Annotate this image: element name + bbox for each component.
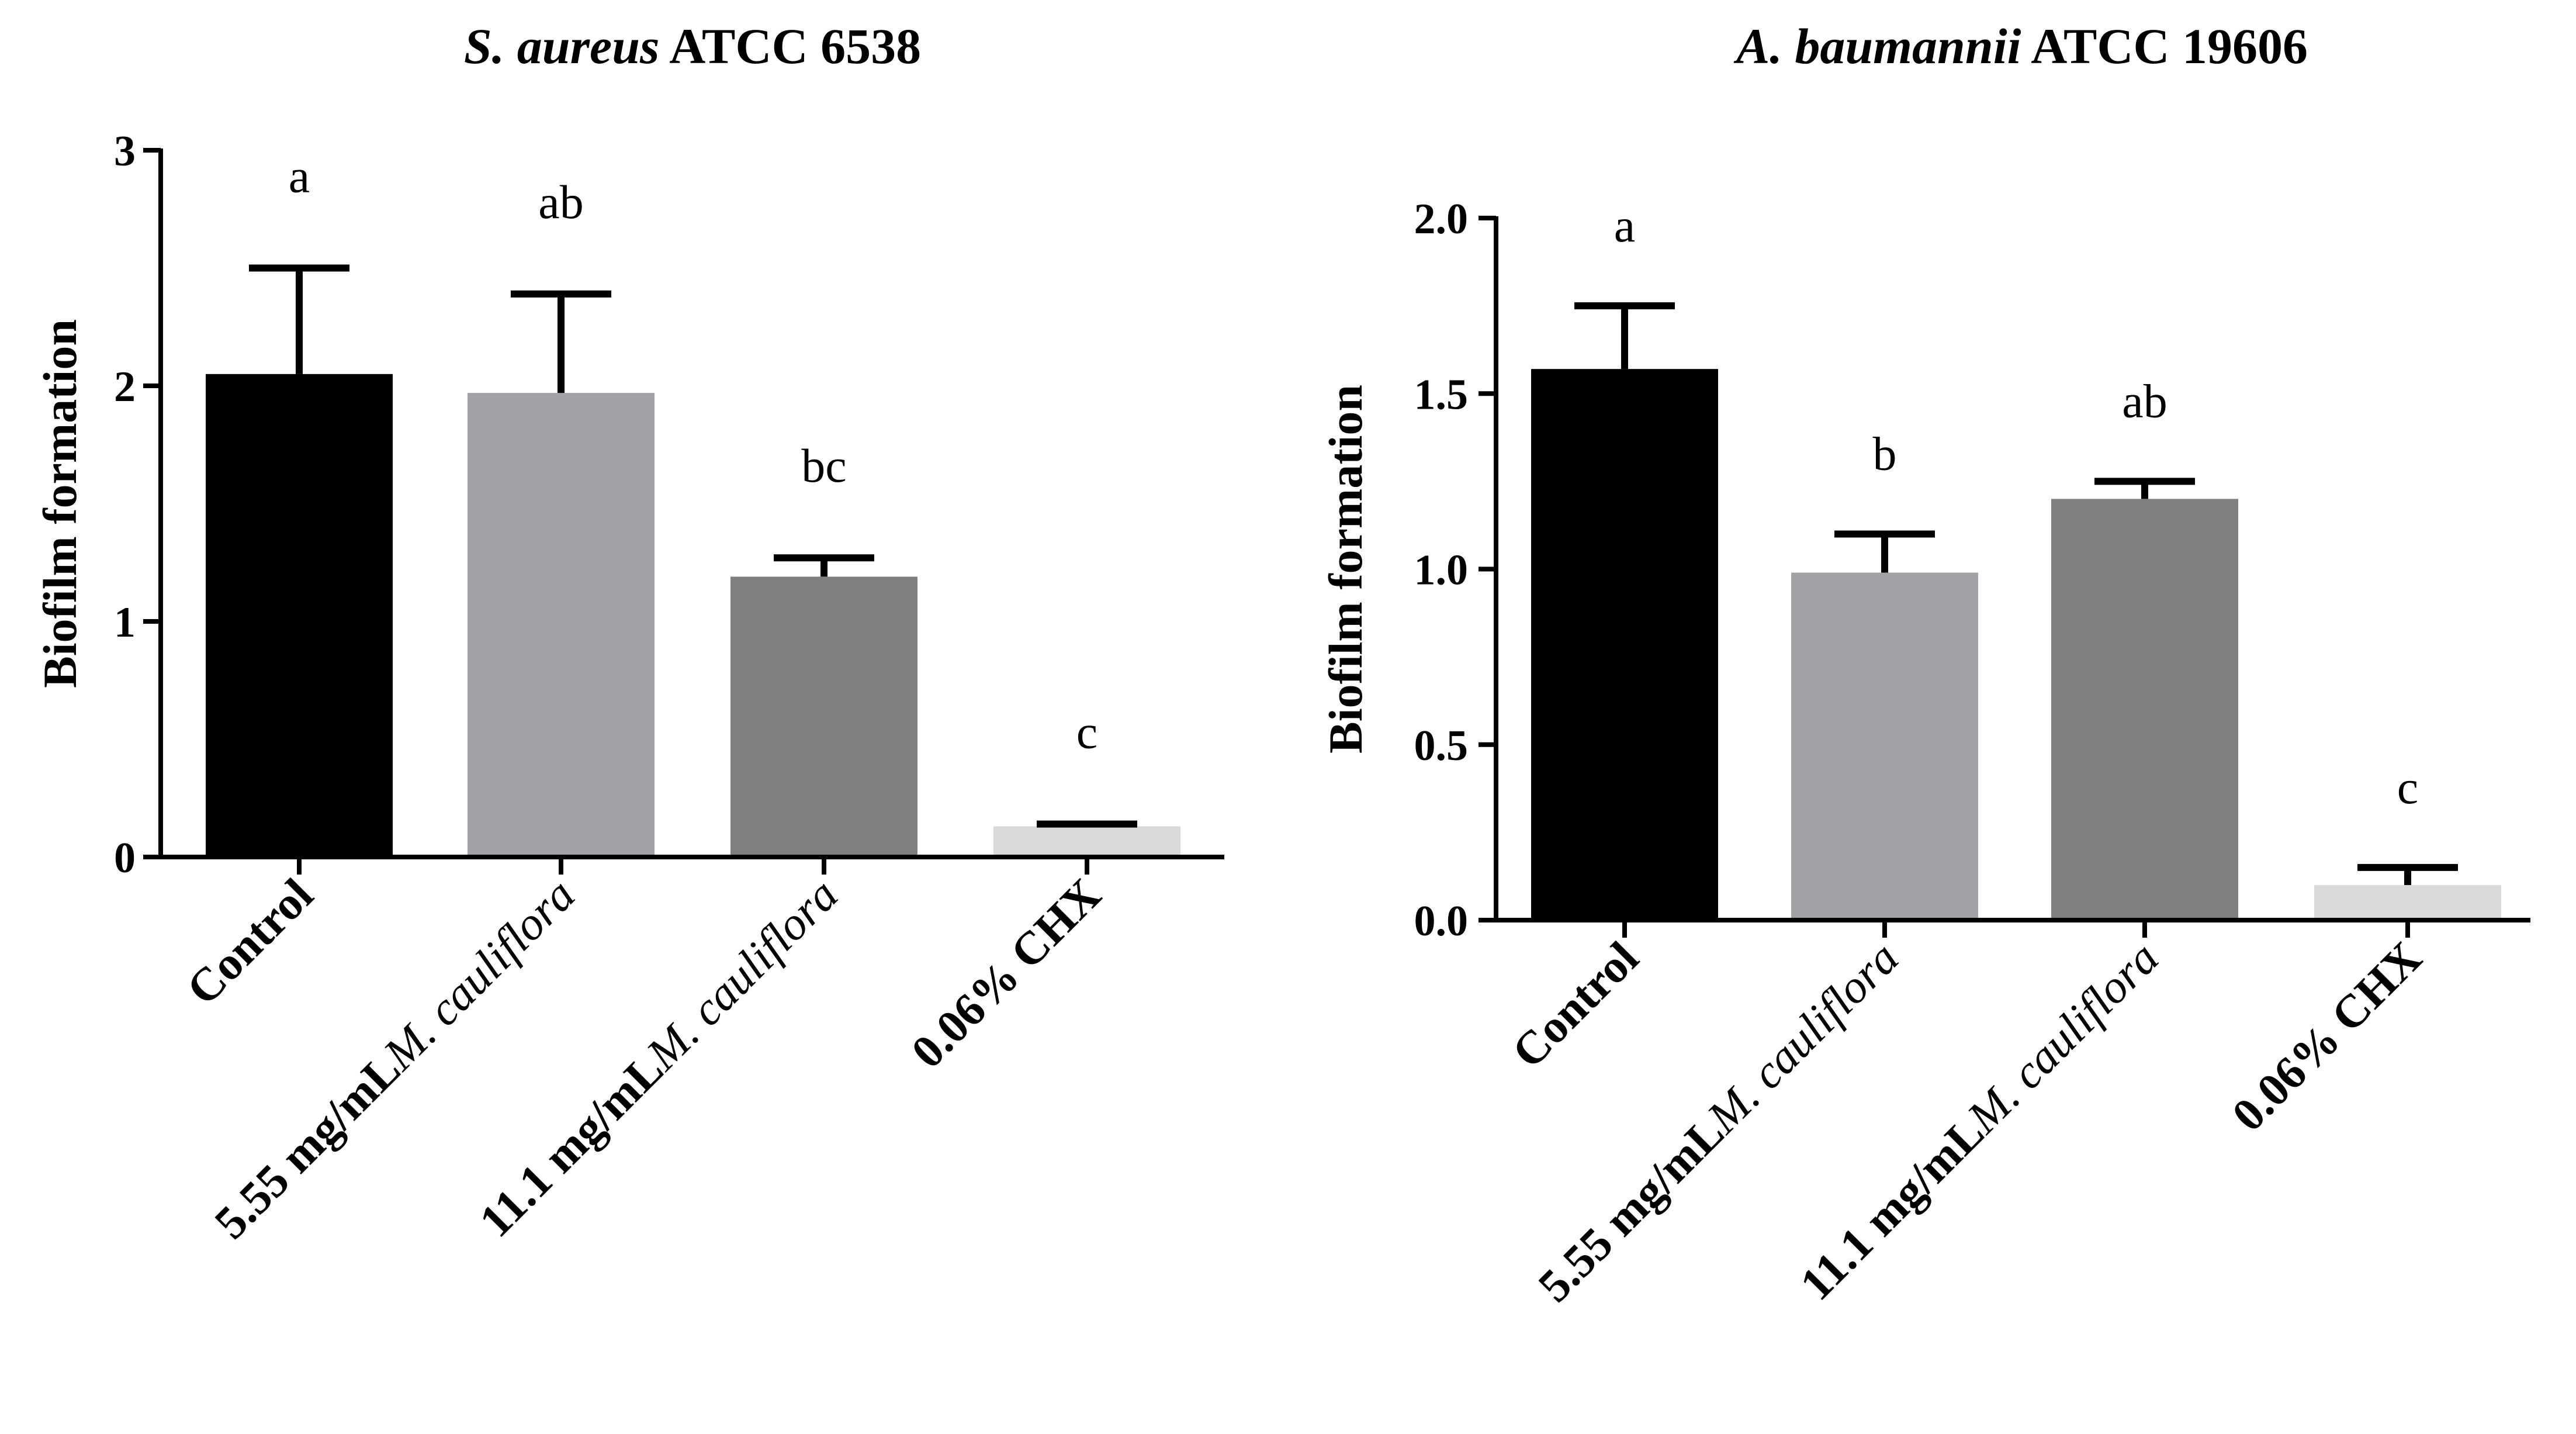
y-tick-label-1: 0.0 [1414, 897, 1469, 945]
y-tick-label-4: 1.5 [1414, 371, 1469, 419]
chart-title-organism: S. aureus [464, 18, 660, 74]
category-prefix: Control [177, 869, 323, 1015]
y-tick-label-1: 0 [114, 834, 136, 882]
category-species: M. cauliflora [1697, 932, 1908, 1143]
chart-2: A. baumannii ATCC 19606 Biofilm formation… [1319, 18, 2530, 1312]
significance-letter-2: ab [538, 175, 583, 229]
category-prefix: 11.1 mg/mL [1791, 1107, 1994, 1310]
significance-letter-2: b [1873, 427, 1897, 480]
y-axis-label: Biofilm formation [1319, 385, 1372, 754]
x-category-label-1: Control [1502, 932, 1649, 1079]
significance-letter-4: c [1076, 706, 1097, 759]
y-tick-label-3: 1.0 [1414, 547, 1469, 595]
significance-letter-3: bc [801, 439, 846, 492]
chart-1: S. aureus ATCC 6538 Biofilm formation a ab b… [33, 18, 1224, 1249]
y-tick-label-3: 2 [114, 363, 136, 411]
category-prefix: Control [1502, 932, 1649, 1079]
y-tick-label-2: 1 [114, 599, 136, 647]
significance-letter-3: ab [2122, 374, 2167, 427]
chart-title-strain: ATCC 19606 [2021, 18, 2308, 74]
x-category-label-4: 0.06% CHX [902, 869, 1111, 1079]
x-category-label-1: Control [177, 869, 323, 1015]
chart-title: S. aureus ATCC 6538 [464, 18, 921, 74]
chart-title-strain: ATCC 6538 [660, 18, 922, 74]
chart-title-organism: A. baumannii [1733, 18, 2021, 74]
bar-3 [730, 576, 917, 857]
y-tick-label-5: 2.0 [1414, 195, 1469, 243]
bar-1 [206, 374, 393, 857]
bar-2 [468, 393, 655, 857]
category-species: M. cauliflora [1957, 932, 2168, 1143]
significance-letter-1: a [289, 150, 310, 203]
y-tick-label-4: 3 [114, 127, 136, 175]
bar-1 [1531, 369, 1718, 920]
category-prefix: 0.06% CHX [2222, 932, 2432, 1142]
category-prefix: 5.55 mg/mL [205, 1043, 410, 1249]
bar-4 [2314, 884, 2501, 920]
significance-letter-1: a [1614, 199, 1635, 252]
category-prefix: 11.1 mg/mL [470, 1043, 673, 1247]
category-species: M. cauliflora [373, 869, 584, 1080]
bar-4 [993, 826, 1180, 857]
bar-3 [2051, 499, 2238, 920]
y-axis-label: Biofilm formation [33, 319, 86, 688]
category-prefix: 0.06% CHX [902, 869, 1111, 1079]
x-category-label-4: 0.06% CHX [2222, 932, 2432, 1142]
category-prefix: 5.55 mg/mL [1529, 1107, 1734, 1312]
y-tick-label-2: 0.5 [1414, 722, 1469, 770]
significance-letter-4: c [2397, 761, 2418, 814]
category-species: M. cauliflora [636, 869, 847, 1080]
bar-2 [1791, 572, 1978, 920]
chart-title: A. baumannii ATCC 19606 [1733, 18, 2308, 74]
